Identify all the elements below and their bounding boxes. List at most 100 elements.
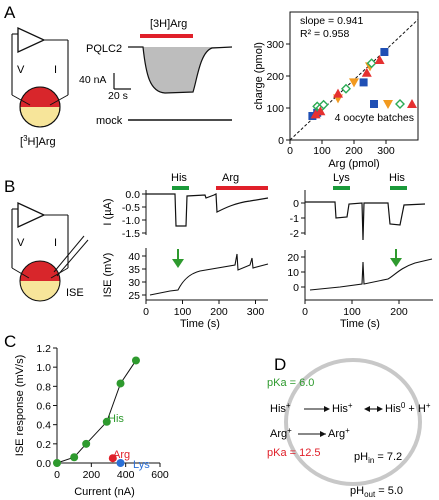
panel-c-letter: C <box>4 332 16 351</box>
pka-arg: pKa = 12.5 <box>267 447 321 459</box>
his-bar-label-right: His <box>389 172 405 184</box>
x-tick-label: 200 <box>210 306 228 318</box>
point-triangle <box>407 99 417 108</box>
y-tick-label: 200 <box>266 71 284 83</box>
point-his <box>116 379 125 388</box>
x-tick-label: 400 <box>117 469 135 481</box>
point-his <box>131 356 140 365</box>
ise-ylabel: ISE (mV) <box>102 253 114 298</box>
panel-a-letter: A <box>4 3 16 22</box>
point-square <box>380 48 389 56</box>
y-tick-label: 1.0 <box>36 362 51 374</box>
point-arg <box>108 454 117 463</box>
his-bar-label-left: His <box>171 172 187 184</box>
x-tick-label: 100 <box>174 306 192 318</box>
panel-c-chart: 0.0 0.2 0.4 0.6 0.8 1.0 1.2 0 200 400 600 Current (… <box>14 343 169 498</box>
arg-bar-label-left: Arg <box>222 172 239 184</box>
ph-out: pHout = 5.0 <box>350 485 403 499</box>
point-triangle <box>310 109 321 119</box>
current-ylabel: I (µA) <box>102 198 114 225</box>
panel-d-letter: D <box>274 355 286 374</box>
x-tick-label: 200 <box>390 306 408 318</box>
point-diamond <box>366 58 377 69</box>
y-tick-label: -1 <box>290 213 299 225</box>
arg-in: Arg+ <box>328 426 350 440</box>
series-label-arg: Arg <box>113 449 130 461</box>
y-tick-label: 300 <box>266 39 284 51</box>
x-tick-label: 0 <box>54 469 60 481</box>
annotation: R² = 0.958 <box>300 28 349 40</box>
x-tick-label: 300 <box>247 306 265 318</box>
point-his <box>53 459 61 467</box>
time-xlabel-right: Time (s) <box>340 318 380 330</box>
x-tick-label: 0 <box>302 306 308 318</box>
point-triangle <box>361 67 372 77</box>
x-tick-label: 200 <box>345 145 363 157</box>
x-tick-label: 0 <box>143 306 149 318</box>
scale-current: 40 nA <box>79 74 106 86</box>
v-label-b: V <box>17 237 25 249</box>
his-line <box>56 360 137 464</box>
point-his <box>82 439 91 448</box>
arg-label: [3H]Arg <box>20 134 56 148</box>
point-diamond <box>318 99 329 110</box>
panel-a-schematic: V I [3H]Arg <box>11 26 69 148</box>
y-tick-label: 0.2 <box>36 439 51 451</box>
c-y-axis-label: ISE response (mV/s) <box>14 355 26 456</box>
point-diamond <box>395 99 405 109</box>
c-x-axis-label: Current (nA) <box>74 486 135 498</box>
point-lys <box>116 459 125 467</box>
point-his <box>102 417 111 426</box>
y-tick-label: 0.6 <box>36 401 51 413</box>
annotation: slope = 0.941 <box>300 15 364 27</box>
v-label: V <box>17 64 25 76</box>
x-tick-label: 0 <box>287 145 293 157</box>
mock-label: mock <box>96 115 123 127</box>
y-tick-label: 0 <box>293 198 299 210</box>
y-tick-label: 20 <box>287 252 299 264</box>
y-tick-label: 0.0 <box>36 458 51 470</box>
x-tick-label: 100 <box>313 145 331 157</box>
point-square <box>370 100 378 108</box>
arrow-icon-right <box>390 258 402 267</box>
x-tick-label: 600 <box>151 469 169 481</box>
y-tick-label: -1.5 <box>122 228 140 240</box>
series-label-his: His <box>108 413 124 425</box>
x-axis-label: Arg (pmol) <box>328 158 379 170</box>
y-tick-label: 0 <box>293 282 299 294</box>
y-tick-label: 0 <box>278 135 284 147</box>
y-tick-label: 40 <box>128 251 140 263</box>
y-tick-label: 0.4 <box>36 420 51 432</box>
panel-b-right-current: 0 -1 -2 Lys His <box>290 172 426 241</box>
ph-in: pHin = 7.2 <box>354 451 402 465</box>
lys-bar-label: Lys <box>333 172 350 184</box>
his-zero: His0 + H+ <box>385 401 431 415</box>
point-triangle <box>333 88 343 98</box>
panel-d-diagram: pKa = 6.0 His+ His+ His0 + H+ Arg+ Arg+ … <box>267 358 431 499</box>
legend-text: 4 oocyte batches <box>335 112 414 124</box>
arrow-icon-left <box>172 259 184 268</box>
y-tick-label: -0.5 <box>122 202 140 214</box>
ise-label: ISE <box>66 287 84 299</box>
point-triangle <box>315 106 326 116</box>
arg-bar-label: [3H]Arg <box>150 18 187 30</box>
point-triangle-down <box>383 100 393 109</box>
point-his <box>70 453 79 462</box>
his-in: His+ <box>332 401 353 415</box>
panel-b-left-current: 0.0-0.5-1.0-1.5 I (µA) His Arg <box>102 172 269 240</box>
panel-b-letter: B <box>4 177 15 196</box>
y-tick-label: -1.0 <box>122 215 140 227</box>
y-tick-label: -2 <box>290 228 299 240</box>
y-tick-label: 100 <box>266 103 284 115</box>
y-axis-label: charge (pmol) <box>253 42 265 110</box>
point-triangle <box>374 55 385 64</box>
time-xlabel-left: Time (s) <box>180 318 220 330</box>
arg-out: Arg+ <box>270 426 292 440</box>
point-square <box>359 78 368 87</box>
y-tick-label: 1.2 <box>36 343 51 355</box>
series-label-lys: Lys <box>133 459 150 471</box>
y-tick-label: 25 <box>128 290 140 302</box>
